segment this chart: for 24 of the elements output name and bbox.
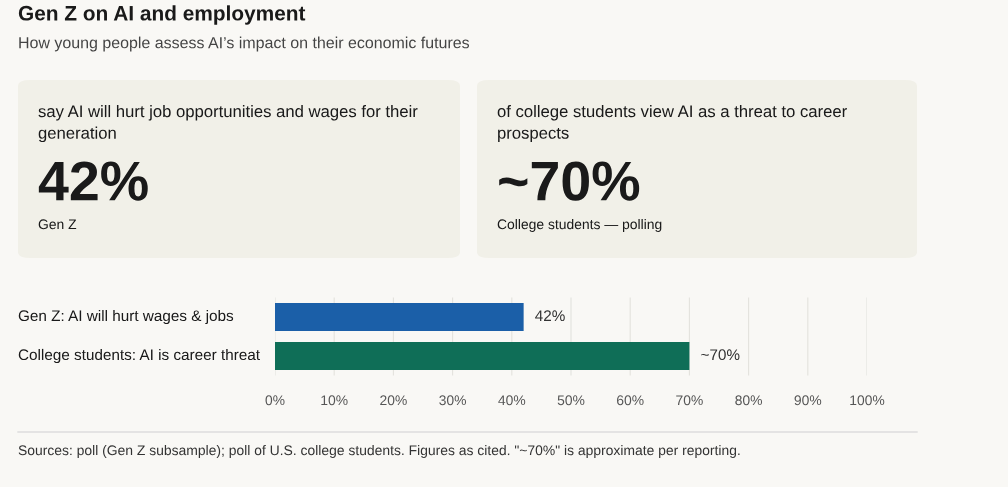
x-tick-label: 20% bbox=[380, 395, 407, 406]
y-tick-label: Gen Z: AI will hurt wages & jobs bbox=[18, 309, 234, 325]
chart-subtitle: How young people assess AI’s impact on their economic futures bbox=[19, 36, 470, 52]
text: 42% bbox=[38, 161, 148, 201]
text: say AI will hurt job opportunities and wages for their generation bbox=[38, 105, 418, 143]
x-tick-label: 90% bbox=[794, 395, 822, 406]
x-tick-label: 80% bbox=[735, 395, 763, 406]
x-tick-label: 70% bbox=[676, 395, 703, 406]
x-tick-label: 30% bbox=[439, 395, 467, 406]
x-tick-label: 0% bbox=[265, 395, 285, 406]
data-label: ~70% bbox=[701, 349, 740, 361]
x-tick-label: 50% bbox=[557, 395, 585, 406]
x-tick-label: 100% bbox=[850, 395, 885, 406]
text: of college students view AI as a threat to career prospects bbox=[497, 105, 847, 143]
y-tick-label: College students: AI is career threat bbox=[18, 348, 260, 364]
text: ~70% bbox=[499, 161, 640, 201]
text: College students — polling bbox=[497, 219, 662, 232]
x-tick-label: 40% bbox=[498, 395, 526, 406]
x-tick-label: 10% bbox=[321, 395, 348, 406]
x-tick-label: 60% bbox=[617, 395, 644, 406]
data-label: 42% bbox=[535, 310, 565, 322]
source-note: Sources: poll (Gen Z subsample); poll of U.S. college students. Figures as cited. "~70%" is approximate per reporting. bbox=[18, 445, 740, 458]
text: Gen Z bbox=[38, 219, 77, 230]
chart-title: Gen Z on AI and employment bbox=[18, 5, 306, 25]
